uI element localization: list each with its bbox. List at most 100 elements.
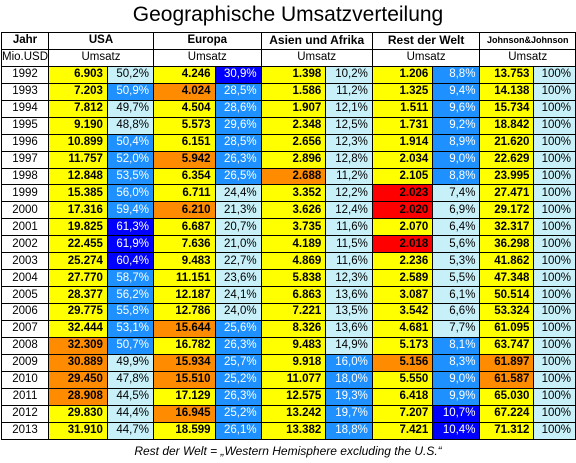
value-cell: 7.203 (48, 82, 108, 101)
value-cell: 2.896 (260, 150, 327, 169)
value-cell: 1.914 (371, 133, 434, 152)
percent-cell: 56,0% (106, 184, 154, 203)
value-cell: 61.587 (479, 370, 535, 389)
percent-cell: 100% (533, 235, 576, 254)
percent-cell: 9,0% (432, 150, 481, 169)
value-cell: 21.620 (479, 133, 535, 152)
table-row: 2011 28.908 44,5% 17.129 26,3% 12.575 19,3% 6.4… (0, 387, 576, 406)
table-row: 1992 6.903 50,2% 4.246 30,9% 1.398 10,2% 1.206 8… (0, 65, 576, 84)
percent-cell: 10,4% (432, 421, 481, 440)
percent-cell: 8,1% (432, 336, 481, 355)
percent-cell: 6,6% (432, 303, 481, 321)
percent-cell: 8,8% (432, 167, 481, 186)
value-cell: 13.382 (260, 421, 327, 440)
table-row: 2007 32.444 53,1% 15.644 25,6% 8.326 13,6% 4.68… (0, 319, 576, 338)
percent-cell: 61,9% (106, 235, 154, 254)
sub-label-usa: Umsatz (48, 48, 154, 67)
table-row: 1996 10.899 50,4% 6.151 28,5% 2.656 12,3% 1.914… (0, 133, 576, 152)
header-asia-africa: Asien und Afrika (260, 32, 373, 50)
percent-cell: 13,6% (325, 286, 373, 304)
value-cell: 10.899 (48, 133, 108, 152)
percent-cell: 18,0% (325, 370, 373, 389)
year-cell: 2005 (0, 286, 50, 304)
value-cell: 4.681 (371, 319, 434, 338)
percent-cell: 100% (533, 65, 576, 84)
percent-cell: 100% (533, 404, 576, 423)
table-row: 2013 31.910 44,7% 18.599 26,1% 13.382 18,8% 7.4… (0, 421, 576, 440)
percent-cell: 25,2% (214, 370, 262, 389)
percent-cell: 11,2% (325, 167, 373, 186)
value-cell: 11.151 (152, 269, 216, 288)
value-cell: 1.907 (260, 99, 327, 118)
table-row: 2002 22.455 61,9% 7.636 21,0% 4.189 11,5% 2.018… (0, 235, 576, 254)
year-cell: 2001 (0, 218, 50, 237)
percent-cell: 20,7% (214, 218, 262, 237)
table-row: 2008 32.309 50,7% 16.782 26,3% 9.483 14,9% 5.17… (0, 336, 576, 355)
header-usa: USA (48, 32, 154, 50)
value-cell: 12.848 (48, 167, 108, 186)
percent-cell: 100% (533, 99, 576, 118)
percent-cell: 21,3% (214, 201, 262, 220)
table-row: 1993 7.203 50,9% 4.024 28,5% 1.586 11,2% 1.325 9… (0, 82, 576, 101)
value-cell: 11.757 (48, 150, 108, 169)
table-row: 1997 11.757 52,0% 5.942 26,3% 2.896 12,8% 2.034… (0, 150, 576, 169)
value-cell: 31.910 (48, 421, 108, 440)
percent-cell: 100% (533, 421, 576, 440)
value-cell: 7.636 (152, 235, 216, 254)
value-cell: 22.455 (48, 235, 108, 254)
value-cell: 28.377 (48, 286, 108, 304)
percent-cell: 50,9% (106, 82, 154, 101)
value-cell: 32.317 (479, 218, 535, 237)
percent-cell: 23,6% (214, 269, 262, 288)
unit-label: Mio.USD (0, 48, 50, 67)
value-cell: 15.734 (479, 99, 535, 118)
footnote: Rest der Welt = „Western Hemisphere excl… (134, 444, 442, 458)
year-cell: 2011 (0, 387, 50, 406)
value-cell: 6.863 (260, 286, 327, 304)
value-cell: 71.312 (479, 421, 535, 440)
table-row: 1999 15.385 56,0% 6.711 24,4% 3.352 12,2% 2.023… (0, 184, 576, 203)
value-cell: 12.575 (260, 387, 327, 406)
value-cell: 4.024 (152, 82, 216, 101)
percent-cell: 9,9% (432, 387, 481, 406)
percent-cell: 59,4% (106, 201, 154, 220)
percent-cell: 26,3% (214, 336, 262, 355)
value-cell: 17.316 (48, 201, 108, 220)
table-row: 2001 19.825 61,3% 6.687 20,7% 3.735 11,6% 2.070… (0, 218, 576, 237)
value-cell: 1.731 (371, 116, 434, 135)
percent-cell: 100% (533, 82, 576, 101)
value-cell: 53.324 (479, 303, 535, 321)
percent-cell: 100% (533, 319, 576, 338)
value-cell: 1.325 (371, 82, 434, 101)
percent-cell: 8,9% (432, 133, 481, 152)
percent-cell: 47,8% (106, 370, 154, 389)
sub-label-asia-africa: Umsatz (260, 48, 373, 67)
percent-cell: 100% (533, 387, 576, 406)
value-cell: 3.626 (260, 201, 327, 220)
percent-cell: 6,1% (432, 286, 481, 304)
value-cell: 61.897 (479, 353, 535, 372)
value-cell: 12.187 (152, 286, 216, 304)
table-row: 2006 29.775 55,8% 12.786 24,0% 7.221 13,5% 3.54… (0, 303, 576, 321)
value-cell: 9.483 (152, 252, 216, 271)
value-cell: 2.656 (260, 133, 327, 152)
value-cell: 67.224 (479, 404, 535, 423)
percent-cell: 19,7% (325, 404, 373, 423)
percent-cell: 25,7% (214, 353, 262, 372)
percent-cell: 52,0% (106, 150, 154, 169)
subheader-row: Mio.USD Umsatz Umsatz Umsatz Umsatz Umsa… (0, 48, 576, 67)
value-cell: 14.138 (479, 82, 535, 101)
year-cell: 1997 (0, 150, 50, 169)
percent-cell: 26,5% (214, 167, 262, 186)
year-cell: 1994 (0, 99, 50, 118)
percent-cell: 19,3% (325, 387, 373, 406)
year-cell: 2012 (0, 404, 50, 423)
percent-cell: 7,7% (432, 319, 481, 338)
value-cell: 13.242 (260, 404, 327, 423)
percent-cell: 12,3% (325, 269, 373, 288)
percent-cell: 53,5% (106, 167, 154, 186)
value-cell: 6.903 (48, 65, 108, 84)
header-johnson-johnson: Johnson&Johnson (479, 32, 576, 50)
percent-cell: 8,3% (432, 353, 481, 372)
percent-cell: 100% (533, 269, 576, 288)
